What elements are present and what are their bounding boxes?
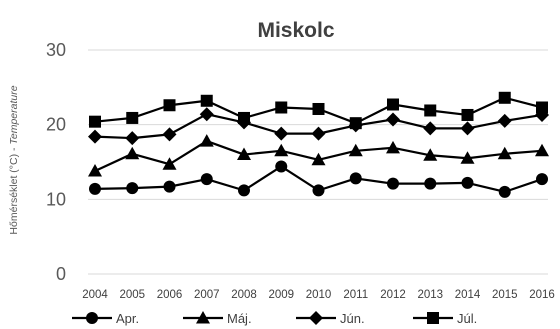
data-point-3-2013 — [423, 121, 438, 136]
data-point-1-2009 — [275, 160, 288, 173]
data-point-2-2011 — [348, 143, 363, 157]
x-tick-2011: 2011 — [343, 289, 368, 301]
legend-label-2: Máj. — [227, 311, 252, 326]
data-point-2-2009 — [274, 143, 289, 157]
x-tick-2013: 2013 — [417, 289, 443, 301]
data-point-3-2005 — [125, 131, 140, 146]
data-point-3-2004 — [88, 129, 102, 144]
data-point-4-2012 — [387, 98, 399, 111]
legend-item-3: Jún. — [296, 311, 365, 326]
legend-item-1: Apr. — [72, 311, 139, 326]
y-tick-0: 0 — [56, 264, 66, 284]
y-tick-10: 10 — [46, 189, 66, 209]
data-point-3-2012 — [386, 112, 400, 127]
data-point-2-2007 — [199, 134, 214, 147]
data-point-3-2007 — [199, 107, 214, 122]
x-tick-2007: 2007 — [194, 289, 220, 301]
data-point-1-2013 — [424, 177, 437, 190]
x-tick-2009: 2009 — [268, 289, 294, 301]
data-point-1-2004 — [89, 182, 101, 195]
data-point-2-2012 — [386, 140, 400, 154]
data-point-1-2015 — [498, 185, 511, 198]
data-point-2-2005 — [125, 146, 140, 160]
y-tick-30: 30 — [46, 40, 66, 60]
data-point-1-2010 — [312, 184, 325, 197]
x-tick-2004: 2004 — [82, 289, 108, 301]
data-point-4-2005 — [126, 111, 139, 124]
y-tick-labels: 0 10 20 30 — [46, 40, 66, 284]
data-point-2-2014 — [460, 151, 475, 164]
data-point-4-2007 — [200, 94, 213, 107]
data-point-1-2014 — [461, 176, 474, 189]
data-point-4-2016 — [536, 101, 548, 114]
data-point-4-2014 — [461, 108, 474, 121]
data-point-4-2013 — [424, 104, 437, 117]
legend-marker-1 — [86, 312, 98, 324]
y-tick-20: 20 — [46, 115, 66, 135]
data-point-3-2010 — [311, 126, 326, 141]
x-tick-2005: 2005 — [119, 289, 145, 301]
data-point-2-2008 — [237, 147, 251, 161]
x-tick-2010: 2010 — [306, 289, 332, 301]
data-point-3-2009 — [274, 126, 289, 141]
legend-marker-3 — [309, 311, 323, 325]
legend-marker-4 — [427, 312, 439, 324]
y-axis-label-main: Hőmérséklet (°C) - — [8, 145, 20, 235]
data-point-2-2010 — [311, 152, 326, 166]
data-point-2-2013 — [423, 148, 438, 161]
data-point-3-2014 — [460, 121, 475, 136]
legend-item-2: Máj. — [183, 311, 252, 326]
data-point-1-2007 — [200, 173, 213, 186]
data-point-4-2004 — [89, 115, 101, 128]
data-point-4-2015 — [498, 91, 511, 104]
chart-title: Miskolc — [257, 19, 334, 42]
legend-label-3: Jún. — [340, 311, 365, 326]
series-group — [88, 91, 549, 198]
x-tick-2006: 2006 — [157, 289, 183, 301]
data-point-4-2009 — [275, 101, 288, 114]
data-point-1-2016 — [536, 173, 548, 186]
legend: Apr. Máj. Jún. Júl. — [72, 311, 477, 326]
data-point-3-2006 — [162, 127, 177, 142]
x-tick-labels: 2004 2005 2006 2007 2008 2009 2010 2011 2012 2013… — [82, 289, 555, 301]
data-point-4-2008 — [238, 111, 250, 124]
legend-label-1: Apr. — [116, 311, 139, 326]
data-point-4-2011 — [349, 117, 362, 130]
data-point-2-2004 — [88, 163, 102, 177]
data-point-1-2012 — [387, 177, 399, 190]
gridlines — [88, 49, 548, 275]
x-tick-2008: 2008 — [231, 289, 257, 301]
data-point-3-2015 — [497, 113, 512, 128]
x-tick-2014: 2014 — [455, 289, 481, 301]
x-tick-2015: 2015 — [492, 289, 518, 301]
y-axis-label: Hőmérséklet (°C) - Temperature — [8, 85, 20, 234]
data-point-1-2005 — [126, 182, 139, 195]
data-point-1-2008 — [238, 184, 250, 197]
series-4 — [89, 91, 548, 130]
legend-item-4: Júl. — [413, 311, 477, 326]
legend-label-4: Júl. — [457, 311, 477, 326]
legend-marker-2 — [196, 311, 210, 324]
data-point-1-2011 — [349, 172, 362, 185]
data-point-2-2016 — [535, 143, 549, 157]
data-point-4-2006 — [163, 99, 176, 112]
data-point-2-2006 — [162, 157, 177, 170]
data-point-2-2015 — [497, 146, 512, 160]
series-1 — [89, 160, 548, 198]
data-point-4-2010 — [312, 102, 325, 115]
series-2 — [88, 134, 549, 177]
y-axis-label-italic: Temperature — [8, 85, 20, 144]
data-point-1-2006 — [163, 180, 176, 193]
x-tick-2016: 2016 — [529, 289, 555, 301]
x-tick-2012: 2012 — [380, 289, 406, 301]
